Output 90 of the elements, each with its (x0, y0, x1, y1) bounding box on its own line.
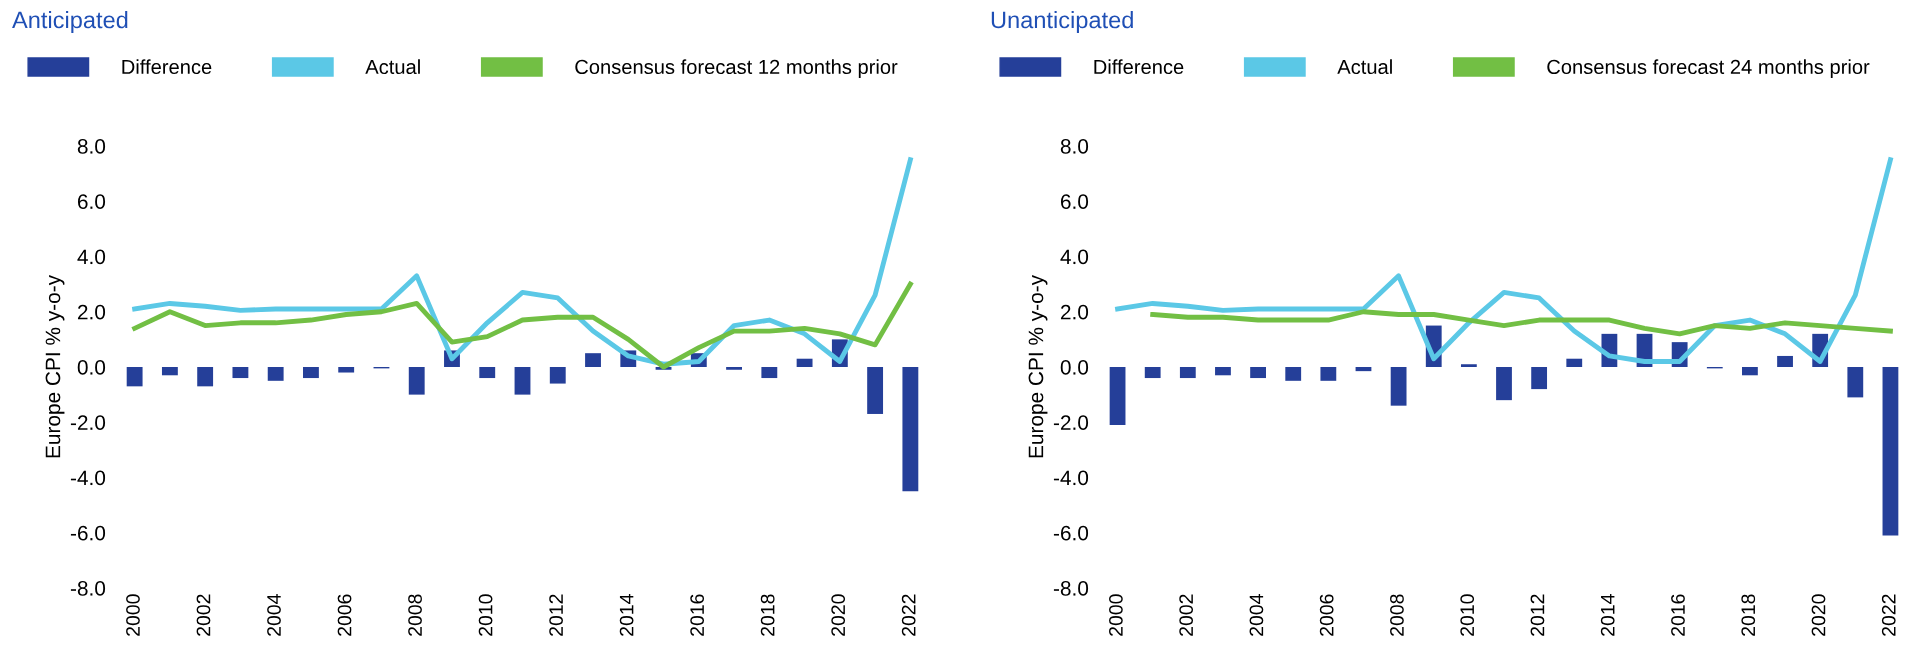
bar (408, 367, 425, 395)
legend-label: Difference (122, 59, 212, 75)
y-tick-label: 8.0 (1060, 139, 1089, 154)
bar (1179, 367, 1196, 379)
bar (1215, 367, 1231, 376)
bar (161, 367, 178, 376)
bar (1496, 367, 1512, 401)
legend-label: Difference (1094, 59, 1184, 75)
bar (761, 367, 778, 379)
y-tick-label: -6.0 (1053, 525, 1089, 541)
bar (1355, 367, 1372, 372)
bar (1285, 367, 1302, 381)
bar (902, 367, 919, 492)
y-tick-label: -6.0 (70, 525, 106, 541)
x-tick-label: 2014 (619, 594, 634, 636)
x-tick-label: 2012 (1530, 594, 1545, 636)
bar (197, 367, 214, 387)
bar (867, 367, 884, 414)
legend-label: Consensus forecast 24 months prior (1547, 59, 1870, 79)
x-tick-label: 2022 (1881, 594, 1896, 636)
y-tick-label: -4.0 (1053, 470, 1089, 486)
x-tick-label: 2008 (1390, 594, 1404, 636)
x-tick-label: 2016 (690, 594, 705, 636)
x-tick-label: 2016 (1671, 594, 1685, 636)
bar (1109, 367, 1126, 426)
x-tick-label: 2020 (831, 594, 846, 636)
x-tick-label: 2000 (126, 594, 140, 636)
y-tick-label: -4.0 (70, 470, 106, 486)
bar (267, 367, 284, 381)
bar (1531, 367, 1548, 390)
x-tick-label: 2008 (408, 594, 422, 636)
y-tick-label: 0.0 (1060, 360, 1089, 375)
x-tick-label: 2010 (478, 594, 493, 636)
y-tick-label: 8.0 (77, 139, 106, 154)
line-series (132, 281, 913, 370)
bar (303, 367, 319, 379)
y-tick-label: -8.0 (1053, 581, 1089, 596)
bar (549, 367, 566, 384)
bar (1320, 367, 1337, 381)
bar (338, 367, 355, 373)
y-tick-label: 0.0 (77, 360, 106, 375)
x-tick-label: 2010 (1460, 594, 1475, 636)
y-tick-label: -2.0 (70, 415, 106, 430)
line-series (1150, 309, 1893, 337)
bar (726, 367, 742, 370)
y-tick-label: 4.0 (1060, 249, 1089, 265)
bar (1847, 367, 1864, 398)
x-tick-label: 2022 (901, 594, 916, 636)
bar (1250, 367, 1266, 379)
y-tick-label: -2.0 (1053, 415, 1089, 430)
bar (126, 367, 143, 387)
x-tick-label: 2018 (760, 594, 775, 636)
y-axis-title: Europe CPI % y-o-y (45, 274, 65, 458)
bar (1742, 367, 1758, 376)
bar (232, 367, 249, 379)
legend-label: Actual (1337, 59, 1392, 75)
line-series (1115, 157, 1893, 364)
bar (1882, 367, 1899, 536)
x-tick-label: 2004 (1249, 594, 1264, 636)
x-tick-label: 2000 (1109, 594, 1123, 636)
y-tick-label: 2.0 (1060, 304, 1089, 320)
x-tick-label: 2004 (267, 594, 281, 636)
legend-label: Actual (365, 59, 420, 75)
y-tick-label: 2.0 (77, 304, 106, 320)
bar (514, 367, 531, 395)
x-tick-label: 2006 (1319, 594, 1334, 636)
x-tick-label: 2002 (196, 594, 211, 636)
bar (479, 367, 496, 379)
bar (1777, 355, 1793, 367)
x-tick-label: 2014 (1600, 594, 1615, 636)
x-tick-label: 2012 (549, 594, 563, 636)
legend-label: Consensus forecast 12 months prior (575, 59, 898, 79)
chart-title: Anticipated (12, 11, 128, 34)
bar (585, 353, 601, 367)
x-tick-label: 2006 (337, 594, 352, 636)
x-tick-label: 2020 (1811, 594, 1826, 636)
y-tick-label: 6.0 (1060, 194, 1089, 209)
y-tick-label: -8.0 (70, 581, 106, 596)
y-axis-title: Europe CPI % y-o-y (1028, 274, 1048, 458)
y-tick-label: 6.0 (77, 194, 106, 209)
y-tick-label: 4.0 (77, 249, 106, 265)
x-tick-label: 2002 (1179, 594, 1194, 636)
bar (796, 358, 813, 367)
x-tick-label: 2018 (1741, 594, 1756, 636)
bar (1460, 364, 1477, 367)
line-series (132, 157, 913, 367)
bar (1144, 367, 1161, 379)
chart-title: Unanticipated (991, 11, 1133, 34)
bar (1566, 358, 1583, 367)
bar (1390, 367, 1407, 406)
